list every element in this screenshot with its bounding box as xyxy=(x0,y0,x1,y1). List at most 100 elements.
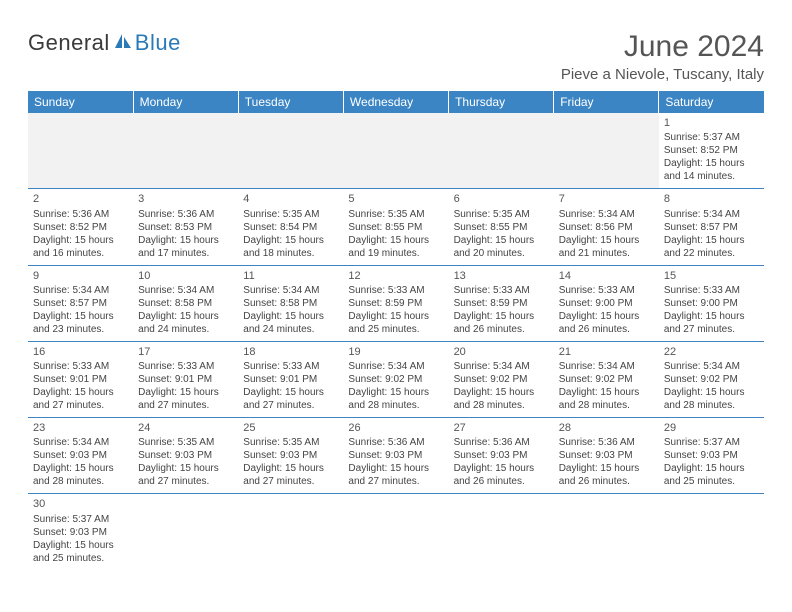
calendar-cell xyxy=(554,494,659,570)
sunrise-text: Sunrise: 5:34 AM xyxy=(559,208,654,221)
sunrise-text: Sunrise: 5:33 AM xyxy=(454,284,549,297)
col-header: Sunday xyxy=(28,91,133,113)
calendar-cell: 23Sunrise: 5:34 AMSunset: 9:03 PMDayligh… xyxy=(28,418,133,494)
calendar-cell: 4Sunrise: 5:35 AMSunset: 8:54 PMDaylight… xyxy=(238,189,343,265)
daylight-text: Daylight: 15 hours xyxy=(33,462,128,475)
daylight-text: Daylight: 15 hours xyxy=(664,157,759,170)
sunset-text: Sunset: 9:02 PM xyxy=(348,373,443,386)
daylight-text: Daylight: 15 hours xyxy=(33,234,128,247)
day-number: 29 xyxy=(664,421,759,435)
daylight-text: and 17 minutes. xyxy=(138,247,233,260)
calendar-cell: 7Sunrise: 5:34 AMSunset: 8:56 PMDaylight… xyxy=(554,189,659,265)
sunrise-text: Sunrise: 5:33 AM xyxy=(138,360,233,373)
daylight-text: Daylight: 15 hours xyxy=(559,386,654,399)
daylight-text: and 20 minutes. xyxy=(454,247,549,260)
daylight-text: Daylight: 15 hours xyxy=(138,462,233,475)
sunrise-text: Sunrise: 5:36 AM xyxy=(454,436,549,449)
sunrise-text: Sunrise: 5:37 AM xyxy=(33,513,128,526)
day-number: 3 xyxy=(138,192,233,206)
daylight-text: Daylight: 15 hours xyxy=(454,310,549,323)
sunset-text: Sunset: 9:00 PM xyxy=(559,297,654,310)
daylight-text: Daylight: 15 hours xyxy=(348,462,443,475)
sunset-text: Sunset: 8:53 PM xyxy=(138,221,233,234)
daylight-text: and 27 minutes. xyxy=(348,475,443,488)
sunrise-text: Sunrise: 5:36 AM xyxy=(33,208,128,221)
daylight-text: and 22 minutes. xyxy=(664,247,759,260)
sunrise-text: Sunrise: 5:34 AM xyxy=(348,360,443,373)
daylight-text: Daylight: 15 hours xyxy=(33,310,128,323)
day-number: 6 xyxy=(454,192,549,206)
daylight-text: Daylight: 15 hours xyxy=(454,234,549,247)
daylight-text: Daylight: 15 hours xyxy=(33,539,128,552)
calendar-cell: 14Sunrise: 5:33 AMSunset: 9:00 PMDayligh… xyxy=(554,265,659,341)
daylight-text: Daylight: 15 hours xyxy=(664,386,759,399)
calendar-cell: 5Sunrise: 5:35 AMSunset: 8:55 PMDaylight… xyxy=(343,189,448,265)
calendar-cell: 11Sunrise: 5:34 AMSunset: 8:58 PMDayligh… xyxy=(238,265,343,341)
daylight-text: and 27 minutes. xyxy=(243,399,338,412)
sunrise-text: Sunrise: 5:33 AM xyxy=(243,360,338,373)
calendar-cell: 27Sunrise: 5:36 AMSunset: 9:03 PMDayligh… xyxy=(449,418,554,494)
day-number: 22 xyxy=(664,345,759,359)
calendar-head: Sunday Monday Tuesday Wednesday Thursday… xyxy=(28,91,764,113)
sunrise-text: Sunrise: 5:35 AM xyxy=(454,208,549,221)
daylight-text: and 27 minutes. xyxy=(664,323,759,336)
calendar-cell xyxy=(659,494,764,570)
col-header: Tuesday xyxy=(238,91,343,113)
sunset-text: Sunset: 9:01 PM xyxy=(243,373,338,386)
sunset-text: Sunset: 9:02 PM xyxy=(559,373,654,386)
title-block: June 2024 Pieve a Nievole, Tuscany, Ital… xyxy=(561,30,764,83)
daylight-text: Daylight: 15 hours xyxy=(138,310,233,323)
day-number: 8 xyxy=(664,192,759,206)
sunrise-text: Sunrise: 5:34 AM xyxy=(454,360,549,373)
logo-text-blue: Blue xyxy=(135,30,181,56)
daylight-text: Daylight: 15 hours xyxy=(559,310,654,323)
daylight-text: and 16 minutes. xyxy=(33,247,128,260)
daylight-text: Daylight: 15 hours xyxy=(454,462,549,475)
sunset-text: Sunset: 9:00 PM xyxy=(664,297,759,310)
calendar-cell: 28Sunrise: 5:36 AMSunset: 9:03 PMDayligh… xyxy=(554,418,659,494)
daylight-text: Daylight: 15 hours xyxy=(664,462,759,475)
sunset-text: Sunset: 8:52 PM xyxy=(664,144,759,157)
sunrise-text: Sunrise: 5:35 AM xyxy=(138,436,233,449)
page-header: GeneralBlue June 2024 Pieve a Nievole, T… xyxy=(28,30,764,83)
daylight-text: Daylight: 15 hours xyxy=(559,462,654,475)
sunrise-text: Sunrise: 5:34 AM xyxy=(243,284,338,297)
day-number: 23 xyxy=(33,421,128,435)
day-number: 13 xyxy=(454,269,549,283)
sunrise-text: Sunrise: 5:35 AM xyxy=(243,208,338,221)
day-number: 28 xyxy=(559,421,654,435)
sunset-text: Sunset: 9:03 PM xyxy=(559,449,654,462)
col-header: Friday xyxy=(554,91,659,113)
calendar-cell: 13Sunrise: 5:33 AMSunset: 8:59 PMDayligh… xyxy=(449,265,554,341)
daylight-text: and 14 minutes. xyxy=(664,170,759,183)
daylight-text: Daylight: 15 hours xyxy=(243,310,338,323)
day-number: 11 xyxy=(243,269,338,283)
sunset-text: Sunset: 8:56 PM xyxy=(559,221,654,234)
day-number: 17 xyxy=(138,345,233,359)
day-number: 15 xyxy=(664,269,759,283)
day-number: 24 xyxy=(138,421,233,435)
daylight-text: and 27 minutes. xyxy=(138,475,233,488)
sunset-text: Sunset: 9:03 PM xyxy=(664,449,759,462)
day-number: 12 xyxy=(348,269,443,283)
daylight-text: and 28 minutes. xyxy=(454,399,549,412)
daylight-text: and 19 minutes. xyxy=(348,247,443,260)
daylight-text: and 21 minutes. xyxy=(559,247,654,260)
daylight-text: Daylight: 15 hours xyxy=(348,386,443,399)
sunset-text: Sunset: 9:03 PM xyxy=(243,449,338,462)
calendar-cell: 19Sunrise: 5:34 AMSunset: 9:02 PMDayligh… xyxy=(343,341,448,417)
sunset-text: Sunset: 8:57 PM xyxy=(33,297,128,310)
daylight-text: and 28 minutes. xyxy=(348,399,443,412)
calendar-cell xyxy=(554,113,659,189)
sunset-text: Sunset: 8:59 PM xyxy=(348,297,443,310)
calendar-cell xyxy=(449,494,554,570)
day-number: 26 xyxy=(348,421,443,435)
calendar-cell xyxy=(28,113,133,189)
day-number: 5 xyxy=(348,192,443,206)
sunset-text: Sunset: 9:02 PM xyxy=(454,373,549,386)
calendar-cell xyxy=(133,494,238,570)
sunset-text: Sunset: 9:03 PM xyxy=(138,449,233,462)
daylight-text: and 27 minutes. xyxy=(138,399,233,412)
sunset-text: Sunset: 9:03 PM xyxy=(33,526,128,539)
calendar-cell: 25Sunrise: 5:35 AMSunset: 9:03 PMDayligh… xyxy=(238,418,343,494)
